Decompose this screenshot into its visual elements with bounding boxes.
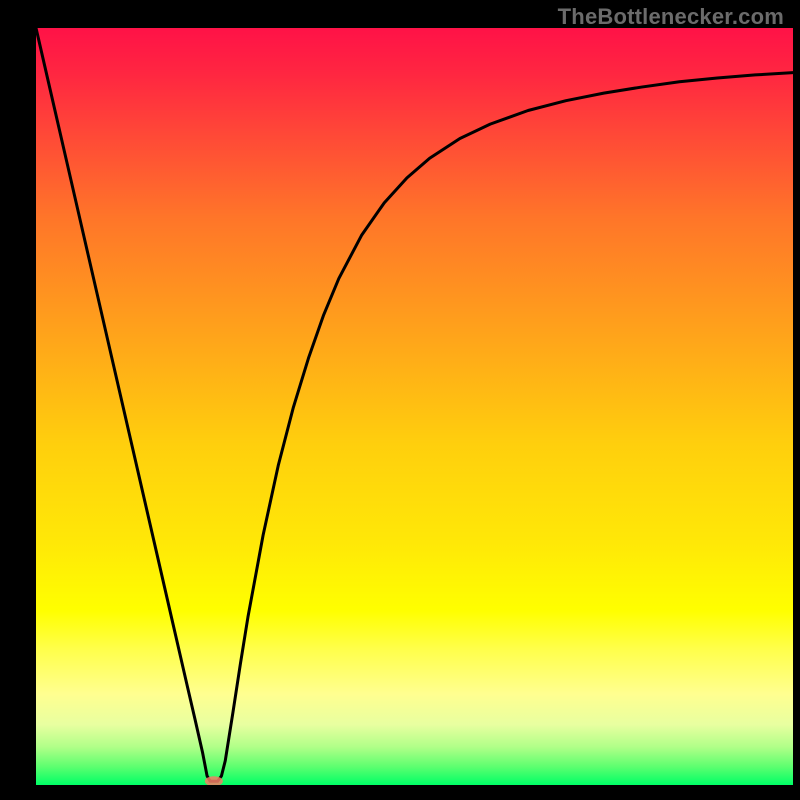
plot-area [36, 28, 793, 785]
chart-frame: TheBottlenecker.com [0, 0, 800, 800]
watermark-text: TheBottlenecker.com [558, 4, 784, 30]
gradient-background [36, 28, 793, 785]
chart-svg [36, 28, 793, 785]
